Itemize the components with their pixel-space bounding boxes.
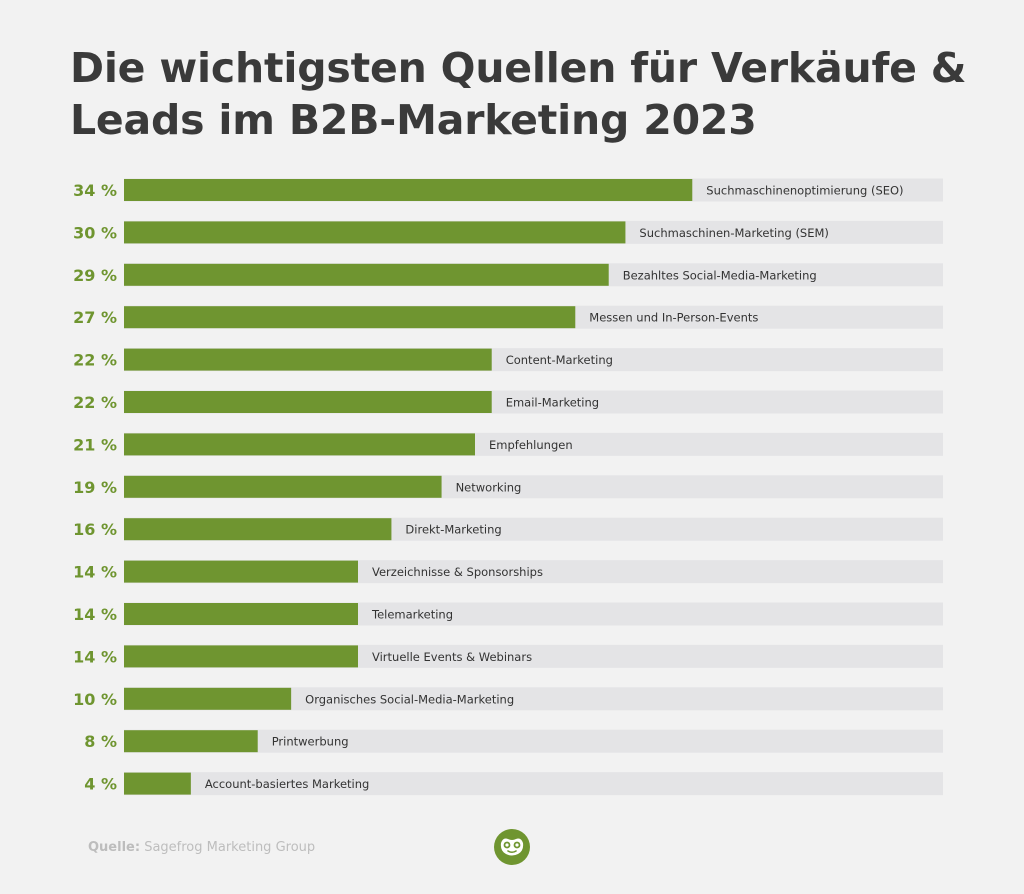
value-label: 19 % [73, 478, 117, 497]
bar [124, 772, 191, 795]
bar-track [124, 729, 943, 753]
category-label: Organisches Social-Media-Marketing [305, 692, 514, 706]
bar [124, 603, 358, 625]
bar-row: 22 % Email-Marketing [73, 390, 943, 414]
bar [124, 179, 693, 201]
category-label: Bezahltes Social-Media-Marketing [623, 268, 817, 282]
value-label: 14 % [73, 563, 117, 582]
category-label: Virtuelle Events & Webinars [372, 650, 532, 664]
bar [124, 433, 475, 456]
bar-row: 8 % Printwerbung [84, 729, 943, 753]
bar-row: 22 % Content-Marketing [73, 348, 943, 372]
category-label: Printwerbung [272, 735, 349, 749]
bar-row: 14 % Telemarketing [73, 602, 943, 626]
bar [124, 475, 442, 498]
category-label: Direkt-Marketing [405, 523, 501, 537]
bar-track [124, 687, 943, 711]
bar-chart: 34 % Suchmaschinenoptimierung (SEO) 30 % Su… [73, 178, 943, 796]
source-value: Sagefrog Marketing Group [144, 840, 316, 855]
chart-title: Die wichtigsten Quellen für Verkäufe & L… [70, 42, 990, 146]
bar-row: 16 % Direkt-Marketing [73, 517, 943, 541]
value-label: 10 % [73, 690, 117, 709]
bar [124, 645, 358, 668]
source-label: Quelle: [88, 840, 141, 855]
value-label: 22 % [73, 393, 117, 412]
value-label: 21 % [73, 435, 117, 454]
bar [124, 306, 576, 329]
category-label: Empfehlungen [489, 438, 573, 452]
bar [124, 391, 492, 413]
value-label: 22 % [73, 351, 117, 370]
value-label: 4 % [84, 775, 117, 794]
source-credit: Quelle: Sagefrog Marketing Group [88, 840, 315, 855]
category-label: Networking [456, 480, 522, 494]
bar-row: 21 % Empfehlungen [73, 432, 943, 456]
category-label: Email-Marketing [506, 396, 599, 410]
category-label: Suchmaschinen-Marketing (SEM) [639, 226, 828, 240]
category-label: Telemarketing [371, 608, 453, 622]
value-label: 30 % [73, 223, 117, 242]
bar-row: 4 % Account-basiertes Marketing [84, 772, 943, 796]
category-label: Suchmaschinenoptimierung (SEO) [706, 184, 903, 198]
bar [124, 263, 609, 286]
bar [124, 730, 258, 753]
bar [124, 687, 292, 710]
value-label: 27 % [73, 308, 117, 327]
value-label: 14 % [73, 605, 117, 624]
value-label: 14 % [73, 647, 117, 666]
value-label: 29 % [73, 266, 117, 285]
bar-row: 19 % Networking [73, 475, 943, 499]
value-label: 16 % [73, 520, 117, 539]
category-label: Account-basiertes Marketing [205, 777, 369, 791]
frog-logo-icon [494, 829, 530, 865]
bar [124, 221, 626, 244]
bar [124, 348, 492, 371]
bar-row: 30 % Suchmaschinen-Marketing (SEM) [73, 220, 943, 244]
category-label: Verzeichnisse & Sponsorships [372, 565, 543, 579]
bar-row: 10 % Organisches Social-Media-Marketing [73, 687, 943, 711]
chart-title-line-2: Leads im B2B-Marketing 2023 [70, 96, 757, 144]
value-label: 8 % [84, 732, 117, 751]
bar-row: 14 % Virtuelle Events & Webinars [73, 644, 943, 668]
value-label: 34 % [73, 181, 117, 200]
bar-row: 34 % Suchmaschinenoptimierung (SEO) [73, 178, 943, 202]
bar-track [124, 772, 943, 796]
bar [124, 560, 358, 583]
bar-row: 29 % Bezahltes Social-Media-Marketing [73, 263, 943, 287]
bar-row: 14 % Verzeichnisse & Sponsorships [73, 560, 943, 584]
bar [124, 518, 392, 541]
category-label: Messen und In-Person-Events [589, 311, 758, 325]
category-label: Content-Marketing [506, 353, 613, 367]
chart-title-line-1: Die wichtigsten Quellen für Verkäufe & [70, 44, 967, 92]
bar-row: 27 % Messen und In-Person-Events [73, 305, 943, 329]
